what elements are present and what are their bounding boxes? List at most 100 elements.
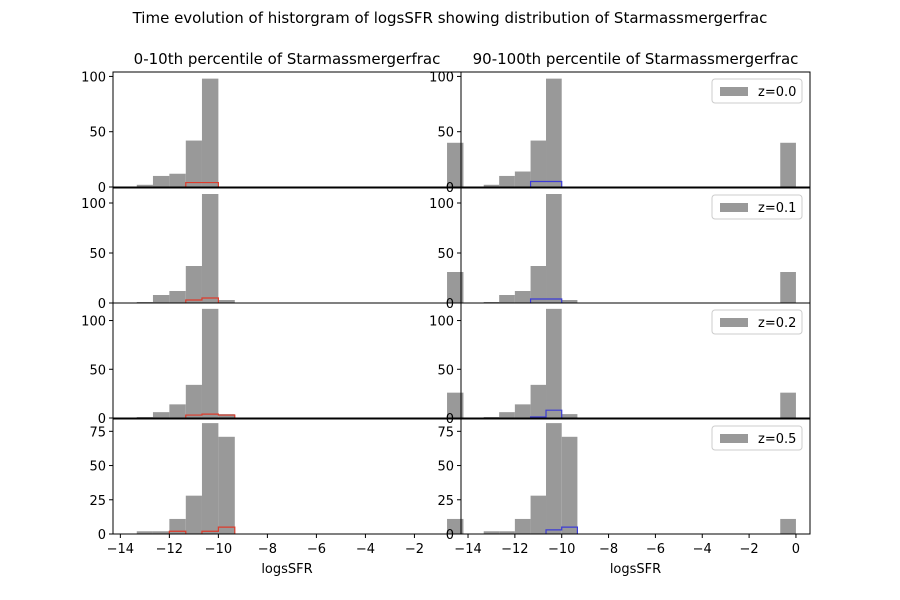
- legend: z=0.2: [711, 309, 803, 335]
- histogram-bar: [447, 142, 464, 187]
- y-tick-label: 75: [437, 425, 454, 440]
- y-tick-label: 50: [437, 247, 454, 262]
- histogram-bar: [185, 495, 202, 534]
- histogram-bar: [780, 272, 796, 303]
- histogram-bar: [169, 404, 186, 418]
- y-tick-label: 100: [81, 197, 106, 212]
- y-tick-label: 25: [437, 494, 454, 509]
- step-outline-left: [185, 181, 219, 187]
- figure-title: Time evolution of historgram of logsSFR …: [132, 9, 768, 27]
- histogram-bar: [218, 436, 235, 534]
- histogram-bar: [152, 175, 170, 187]
- y-tick-label: 50: [89, 363, 106, 378]
- y-tick-label: 0: [446, 297, 454, 312]
- histogram-bar: [483, 184, 500, 187]
- histogram-bar: [780, 518, 796, 534]
- y-tick-label: 25: [89, 494, 106, 509]
- y-tick-label: 100: [429, 315, 454, 330]
- histogram-bar: [546, 194, 562, 303]
- legend-swatch: [720, 318, 748, 327]
- histogram-bar: [561, 300, 578, 303]
- histogram-bar: [169, 291, 186, 303]
- histogram-bar: [780, 142, 796, 187]
- x-tick-label: −6: [646, 542, 665, 557]
- histogram-bar: [136, 531, 153, 534]
- step-outline-right: [529, 298, 563, 303]
- legend: z=0.0: [711, 78, 803, 104]
- step-outline-left: [185, 297, 219, 303]
- x-axis-label: logsSFR: [261, 562, 312, 577]
- x-tick-label: −2: [740, 542, 759, 557]
- histogram-bar: [169, 173, 186, 187]
- x-tick-label: −8: [599, 542, 618, 557]
- axes-frame: [112, 418, 462, 535]
- y-tick-label: 75: [89, 425, 106, 440]
- y-tick-label: 50: [89, 460, 106, 475]
- legend-label: z=0.5: [758, 432, 796, 447]
- step-outline-right: [545, 526, 579, 534]
- y-tick-label: 0: [98, 412, 106, 427]
- histogram-bar: [499, 295, 515, 303]
- legend-label: z=0.2: [758, 316, 796, 331]
- legend-label: z=0.0: [758, 85, 796, 100]
- legend-frame: [711, 309, 803, 335]
- x-tick-label: −12: [501, 542, 528, 557]
- step-outline-right: [529, 180, 563, 187]
- histogram-bar: [218, 300, 235, 303]
- histogram-bar: [185, 266, 202, 303]
- histogram-bar: [218, 414, 235, 418]
- x-tick-label: −8: [258, 542, 277, 557]
- axes-frame: [460, 302, 811, 419]
- histogram-bar: [201, 308, 219, 418]
- axes-frame: [112, 302, 462, 419]
- y-tick-label: 50: [89, 247, 106, 262]
- x-tick-label: −4: [356, 542, 375, 557]
- y-tick-label: 0: [446, 528, 454, 543]
- axes-frame: [460, 418, 811, 535]
- panel-left-3: 0 50 100: [81, 302, 464, 427]
- histogram-bar: [447, 518, 464, 534]
- panel-grid: 0 50 100 0-10th percentile of Starmassmerge…: [81, 50, 811, 577]
- y-tick-label: 50: [437, 126, 454, 141]
- panel-left-1: 0 50 100 0-10th percentile of Starmassmerge…: [81, 50, 464, 196]
- histogram-bar: [152, 531, 170, 534]
- legend: z=0.5: [711, 425, 803, 451]
- panel-title: 90-100th percentile of Starmassmergerfra…: [473, 50, 799, 68]
- step-outline-left: [168, 526, 236, 534]
- histogram-bar: [514, 404, 531, 418]
- x-axis-label: logsSFR: [610, 562, 661, 577]
- histogram-bar: [447, 272, 464, 303]
- x-tick-label: −4: [693, 542, 712, 557]
- histogram-bar: [185, 384, 202, 418]
- y-tick-label: 100: [429, 70, 454, 85]
- y-tick-label: 50: [89, 126, 106, 141]
- histogram-bar: [185, 140, 202, 187]
- histogram-bar: [780, 392, 796, 418]
- histogram-bar: [546, 78, 562, 187]
- histogram-bar: [201, 194, 219, 303]
- step-outline-left: [185, 413, 236, 418]
- histogram-bar: [483, 531, 500, 534]
- axes-frame: [460, 71, 811, 188]
- y-tick-label: 50: [437, 460, 454, 475]
- y-tick-label: 0: [98, 297, 106, 312]
- axes-frame: [112, 71, 462, 188]
- histogram-bar: [514, 518, 531, 534]
- x-tick-label: −12: [156, 542, 183, 557]
- legend-frame: [711, 425, 803, 451]
- x-tick-label: −14: [454, 542, 481, 557]
- step-outline-right: [529, 409, 563, 418]
- panel-right-2: 0 50 100 z=0.1: [429, 187, 811, 312]
- legend-swatch: [720, 434, 748, 443]
- histogram-bar: [530, 266, 547, 303]
- histogram-bar: [152, 295, 170, 303]
- y-tick-label: 100: [81, 315, 106, 330]
- panel-left-4: 0 25 50 75 −14 −12 −10 −8 −6 −4 −2 logsSFR: [89, 418, 464, 577]
- y-tick-label: 100: [429, 197, 454, 212]
- axes-frame: [112, 187, 462, 304]
- histogram-bar: [561, 414, 578, 418]
- histogram-bar: [530, 384, 547, 418]
